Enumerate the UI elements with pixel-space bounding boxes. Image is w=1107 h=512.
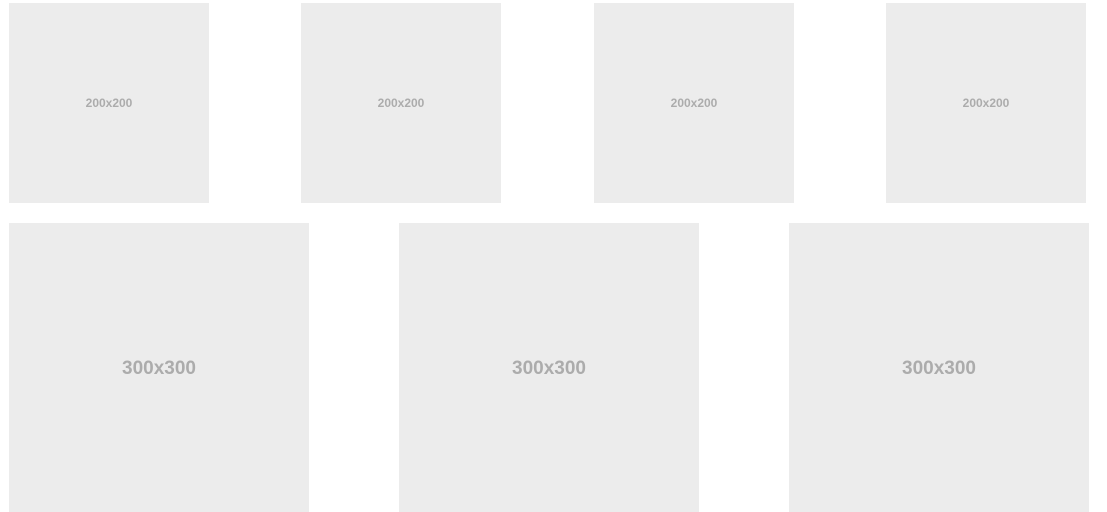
placeholder-size-label: 200x200 xyxy=(962,96,1010,110)
placeholder-image-small-4[interactable]: 200x200 xyxy=(886,3,1086,203)
placeholder-image-small-2[interactable]: 200x200 xyxy=(301,3,501,203)
placeholder-image-large-3[interactable]: 300x300 xyxy=(789,223,1089,512)
placeholder-size-label: 300x300 xyxy=(122,358,196,379)
placeholder-image-large-1[interactable]: 300x300 xyxy=(9,223,309,512)
placeholder-image-small-1[interactable]: 200x200 xyxy=(9,3,209,203)
placeholder-image-small-3[interactable]: 200x200 xyxy=(594,3,794,203)
placeholder-size-label: 200x200 xyxy=(85,96,133,110)
placeholder-size-label: 300x300 xyxy=(902,358,976,379)
placeholder-size-label: 200x200 xyxy=(670,96,718,110)
placeholder-image-large-2[interactable]: 300x300 xyxy=(399,223,699,512)
placeholder-size-label: 200x200 xyxy=(377,96,425,110)
placeholder-size-label: 300x300 xyxy=(512,358,586,379)
